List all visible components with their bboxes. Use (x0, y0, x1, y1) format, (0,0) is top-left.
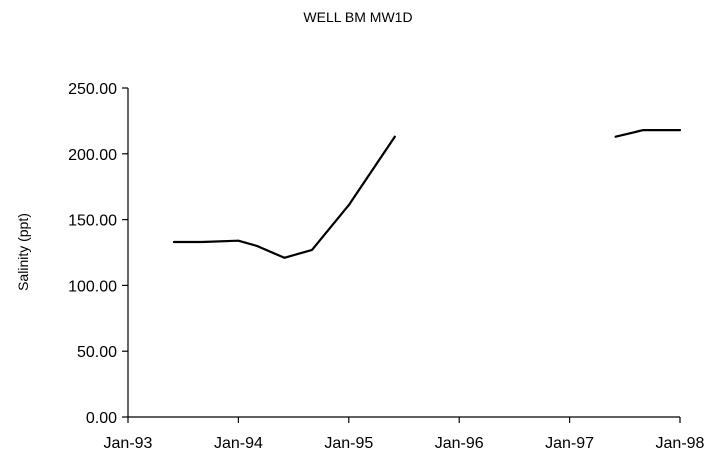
x-tick-label: Jan-98 (656, 435, 705, 452)
x-axis-ticks: Jan-93 Jan-94 Jan-95 Jan-96 Jan-97 Jan-98 (104, 417, 705, 452)
salinity-line-segment (614, 129, 682, 138)
y-axis-ticks: 0.00 50.00 100.00 150.00 200.00 250.00 (68, 81, 128, 427)
x-tick-label: Jan-96 (435, 435, 484, 452)
chart-title: WELL BM MW1D (303, 9, 412, 25)
x-tick-label: Jan-94 (214, 435, 263, 452)
y-tick-label: 100.00 (68, 278, 117, 295)
y-axis-label: Salinity (ppt) (15, 213, 31, 291)
x-tick-label: Jan-93 (104, 435, 153, 452)
y-tick-label: 50.00 (77, 344, 117, 361)
y-tick-label: 250.00 (68, 81, 117, 98)
x-tick-label: Jan-95 (324, 435, 373, 452)
series-layer (172, 129, 682, 259)
y-tick-label: 0.00 (86, 410, 117, 427)
y-tick-label: 150.00 (68, 213, 117, 230)
y-tick-label: 200.00 (68, 147, 117, 164)
salinity-line-segment (172, 135, 396, 259)
x-tick-label: Jan-97 (545, 435, 594, 452)
